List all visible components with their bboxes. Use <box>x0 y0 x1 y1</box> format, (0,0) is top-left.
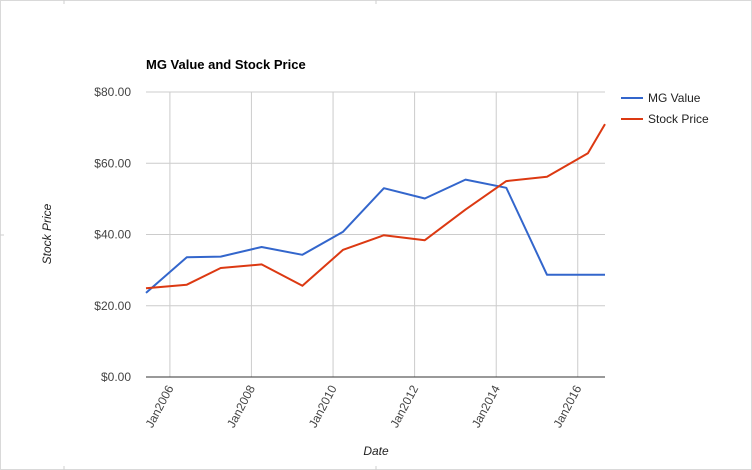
y-axis-title: Stock Price <box>40 203 54 264</box>
x-tick-label: Jan2008 <box>224 383 258 431</box>
x-tick-label: Jan2010 <box>306 383 340 431</box>
chart-title: MG Value and Stock Price <box>146 57 306 72</box>
y-tick-label: $60.00 <box>94 156 131 170</box>
x-tick-label: Jan2006 <box>143 383 177 431</box>
y-tick-label: $80.00 <box>94 85 131 99</box>
legend-label: MG Value <box>648 91 701 105</box>
x-tick-label: Jan2016 <box>550 383 584 431</box>
gridlines <box>146 91 605 377</box>
y-axis-tick-labels: $0.00 $20.00 $40.00 $60.00 $80.00 <box>94 85 131 384</box>
y-tick-label: $40.00 <box>94 228 131 242</box>
series-line-mg-value <box>145 178 605 294</box>
x-axis-title: Date <box>363 444 389 458</box>
x-tick-label: Jan2014 <box>469 383 503 431</box>
series-lines <box>145 123 606 294</box>
x-tick-label: Jan2012 <box>387 383 421 431</box>
legend-label: Stock Price <box>648 112 709 126</box>
y-tick-label: $0.00 <box>101 370 131 384</box>
frame-ticks <box>0 0 377 470</box>
series-line-stock-price <box>145 123 606 290</box>
y-tick-label: $20.00 <box>94 299 131 313</box>
legend: MG Value Stock Price <box>621 91 709 126</box>
x-axis-tick-labels: Jan2006 Jan2008 Jan2010 Jan2012 Jan2014 Jan20… <box>143 383 585 431</box>
